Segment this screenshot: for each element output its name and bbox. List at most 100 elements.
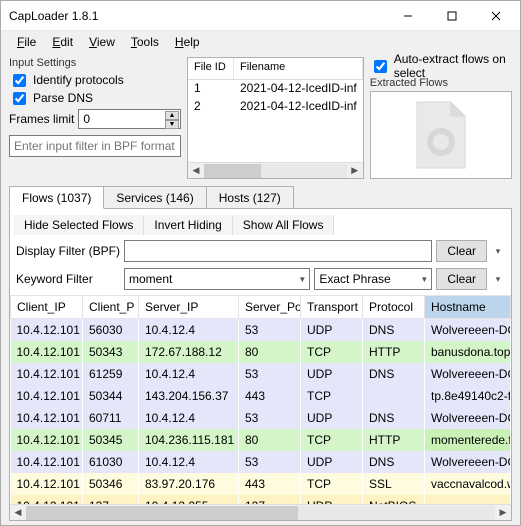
grid-header-server_ip[interactable]: Server_IP bbox=[139, 296, 239, 319]
display-filter-more-icon[interactable]: ▾ bbox=[491, 246, 505, 257]
parse-dns-checkbox[interactable]: Parse DNS bbox=[9, 89, 181, 107]
file-list-header: File ID Filename bbox=[188, 58, 363, 80]
keyword-filter-clear-button[interactable]: Clear bbox=[436, 268, 487, 290]
scroll-right-icon[interactable]: ▶ bbox=[347, 165, 363, 176]
cell: 53 bbox=[239, 363, 301, 385]
grid-header-server_po[interactable]: Server_Po bbox=[239, 296, 301, 319]
cell: DNS bbox=[363, 363, 425, 385]
file-row[interactable]: 2 2021-04-12-IcedID-inf bbox=[188, 98, 363, 116]
frames-spin[interactable]: ▲▼ bbox=[165, 111, 179, 127]
cell: 50344 bbox=[83, 385, 139, 407]
cell: SSL bbox=[363, 473, 425, 495]
maximize-button[interactable] bbox=[430, 2, 474, 30]
keyword-filter-input[interactable]: moment ▼ bbox=[124, 268, 310, 290]
grid-header-client_p[interactable]: Client_P bbox=[83, 296, 139, 319]
cell: 80 bbox=[239, 429, 301, 451]
table-row[interactable]: 10.4.12.1015603010.4.12.453UDPDNSWolvere… bbox=[11, 319, 511, 341]
cell: 10.4.12.101 bbox=[11, 363, 83, 385]
scroll-left-icon[interactable]: ◀ bbox=[10, 507, 26, 518]
auto-extract-label: Auto-extract flows on select bbox=[394, 52, 512, 80]
grid-header-client_ip[interactable]: Client_IP bbox=[11, 296, 83, 319]
display-filter-input[interactable] bbox=[124, 240, 432, 262]
cell: 172.67.188.12 bbox=[139, 341, 239, 363]
scroll-right-icon[interactable]: ▶ bbox=[495, 507, 511, 518]
cell: 104.236.115.181 bbox=[139, 429, 239, 451]
identify-protocols-checkbox[interactable]: Identify protocols bbox=[9, 71, 181, 89]
cell: UDP bbox=[301, 319, 363, 341]
menu-view[interactable]: View bbox=[83, 33, 121, 51]
cell: vaccnavalcod.websit bbox=[425, 473, 511, 495]
display-filter-clear-button[interactable]: Clear bbox=[436, 240, 487, 262]
chevron-down-icon: ▼ bbox=[298, 275, 306, 284]
file-row[interactable]: 1 2021-04-12-IcedID-inf bbox=[188, 80, 363, 98]
close-button[interactable] bbox=[474, 2, 518, 30]
scroll-thumb[interactable] bbox=[204, 164, 261, 178]
file-list-hscroll[interactable]: ◀ ▶ bbox=[188, 162, 363, 178]
cell: 60711 bbox=[83, 407, 139, 429]
cell: 10.4.12.4 bbox=[139, 407, 239, 429]
keyword-filter-more-icon[interactable]: ▾ bbox=[491, 274, 505, 285]
grid-hscroll[interactable]: ◀ ▶ bbox=[10, 504, 511, 520]
identify-protocols-input[interactable] bbox=[13, 74, 26, 87]
file-row-name: 2021-04-12-IcedID-inf bbox=[234, 98, 363, 116]
keyword-filter-mode[interactable]: Exact Phrase ▼ bbox=[314, 268, 432, 290]
cell: tp.8e49140c2-frontier bbox=[425, 385, 511, 407]
grid-header-protocol[interactable]: Protocol bbox=[363, 296, 425, 319]
cell: 80 bbox=[239, 341, 301, 363]
scroll-left-icon[interactable]: ◀ bbox=[188, 165, 204, 176]
menu-help[interactable]: Help bbox=[169, 33, 206, 51]
tab-flows[interactable]: Flows (1037) bbox=[9, 186, 104, 209]
cell: 50345 bbox=[83, 429, 139, 451]
cell: HTTP bbox=[363, 429, 425, 451]
menu-edit[interactable]: Edit bbox=[46, 33, 79, 51]
cell: 10.4.12.101 bbox=[11, 429, 83, 451]
frames-limit-input[interactable]: 0 ▲▼ bbox=[78, 109, 181, 129]
table-row[interactable]: 10.4.12.1015034683.97.20.176443TCPSSLvac… bbox=[11, 473, 511, 495]
show-all-button[interactable]: Show All Flows bbox=[233, 215, 335, 235]
cell: 10.4.12.4 bbox=[139, 451, 239, 473]
hide-selected-button[interactable]: Hide Selected Flows bbox=[14, 215, 144, 235]
file-icon bbox=[413, 100, 469, 170]
cell: 10.4.12.101 bbox=[11, 495, 83, 505]
cell: 10.4.12.4 bbox=[139, 319, 239, 341]
cell: 10.4.12.101 bbox=[11, 407, 83, 429]
keyword-filter-row: Keyword Filter moment ▼ Exact Phrase ▼ C… bbox=[10, 265, 511, 293]
tab-hosts[interactable]: Hosts (127) bbox=[206, 186, 294, 209]
cell: 10.4.12.101 bbox=[11, 473, 83, 495]
file-col-name[interactable]: Filename bbox=[234, 58, 363, 79]
auto-extract-checkbox[interactable]: Auto-extract flows on select bbox=[370, 57, 512, 75]
invert-hiding-button[interactable]: Invert Hiding bbox=[144, 215, 232, 235]
cell: UDP bbox=[301, 495, 363, 505]
table-row[interactable]: 10.4.12.10150343172.67.188.1280TCPHTTPba… bbox=[11, 341, 511, 363]
keyword-filter-value: moment bbox=[129, 272, 172, 286]
parse-dns-input[interactable] bbox=[13, 92, 26, 105]
grid-header-hostname[interactable]: Hostname bbox=[425, 296, 511, 319]
tab-services[interactable]: Services (146) bbox=[103, 186, 206, 209]
table-row[interactable]: 10.4.12.1016125910.4.12.453UDPDNSWolvere… bbox=[11, 363, 511, 385]
table-row[interactable]: 10.4.12.10150344143.204.156.37443TCPtp.8… bbox=[11, 385, 511, 407]
keyword-filter-label: Keyword Filter bbox=[16, 272, 120, 286]
table-row[interactable]: 10.4.12.1016071110.4.12.453UDPDNSWolvere… bbox=[11, 407, 511, 429]
cell: momenterede.fun bbox=[425, 429, 511, 451]
table-row[interactable]: 10.4.12.10113710.4.12.255137UDPNetBIOS. bbox=[11, 495, 511, 505]
cell: DNS bbox=[363, 451, 425, 473]
keyword-filter-mode-value: Exact Phrase bbox=[319, 272, 390, 286]
titlebar: CapLoader 1.8.1 bbox=[1, 1, 520, 31]
cell: 53 bbox=[239, 407, 301, 429]
grid-header-transport[interactable]: Transport bbox=[301, 296, 363, 319]
menu-file[interactable]: File bbox=[11, 33, 42, 51]
scroll-thumb[interactable] bbox=[26, 506, 298, 520]
cell: Wolvereeen-DC.wolv bbox=[425, 451, 511, 473]
auto-extract-input[interactable] bbox=[374, 60, 387, 73]
cell: UDP bbox=[301, 451, 363, 473]
table-row[interactable]: 10.4.12.1016103010.4.12.453UDPDNSWolvere… bbox=[11, 451, 511, 473]
extracted-flows-dropzone[interactable] bbox=[370, 91, 512, 179]
tabbar: Flows (1037) Services (146) Hosts (127) bbox=[1, 185, 520, 209]
menu-tools[interactable]: Tools bbox=[125, 33, 165, 51]
file-col-id[interactable]: File ID bbox=[188, 58, 234, 79]
minimize-button[interactable] bbox=[386, 2, 430, 30]
frames-limit-label: Frames limit bbox=[9, 112, 74, 126]
table-row[interactable]: 10.4.12.10150345104.236.115.18180TCPHTTP… bbox=[11, 429, 511, 451]
window-title: CapLoader 1.8.1 bbox=[9, 9, 386, 23]
bpf-input[interactable] bbox=[9, 135, 181, 157]
